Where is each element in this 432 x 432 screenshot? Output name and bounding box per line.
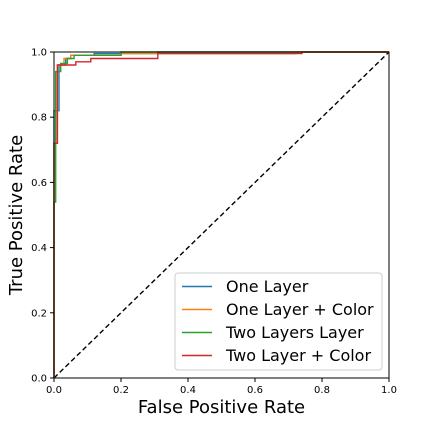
legend-label-3: Two Layer + Color [225,346,371,365]
legend-label-2: Two Layers Layer [225,323,364,342]
y-tick-label: 0.2 [31,308,47,319]
axes-frame [53,51,390,379]
y-tick-label: 0.0 [31,374,47,385]
series-line-2 [53,51,389,378]
legend-label-1: One Layer + Color [226,300,374,319]
x-tick-label: 1.0 [381,385,397,396]
x-tick-label: 0.8 [314,385,330,396]
y-tick-label: 0.8 [31,113,47,124]
y-tick-label: 1.0 [31,48,47,59]
legend-frame [174,272,383,371]
x-tick-label: 0.6 [247,385,263,396]
x-axis-title: False Positive Rate [138,397,305,418]
chance-diagonal-line [53,51,390,379]
x-tick-label: 0.0 [46,385,62,396]
y-tick-label: 0.6 [31,178,47,189]
y-tick-label: 0.4 [31,243,47,254]
series-line-3 [53,51,389,378]
x-tick-label: 0.2 [113,385,129,396]
legend: One Layer One Layer + Color Two Layers Lay… [174,272,383,371]
plot-area: 0.0 0.2 0.4 0.6 0.8 1.0 0.0 0.2 0.4 0.6 0.8 1.0 [31,48,397,397]
legend-label-0: One Layer [226,277,309,296]
x-tick-label: 0.4 [180,385,196,396]
y-axis-title: True Positive Rate [6,135,27,296]
